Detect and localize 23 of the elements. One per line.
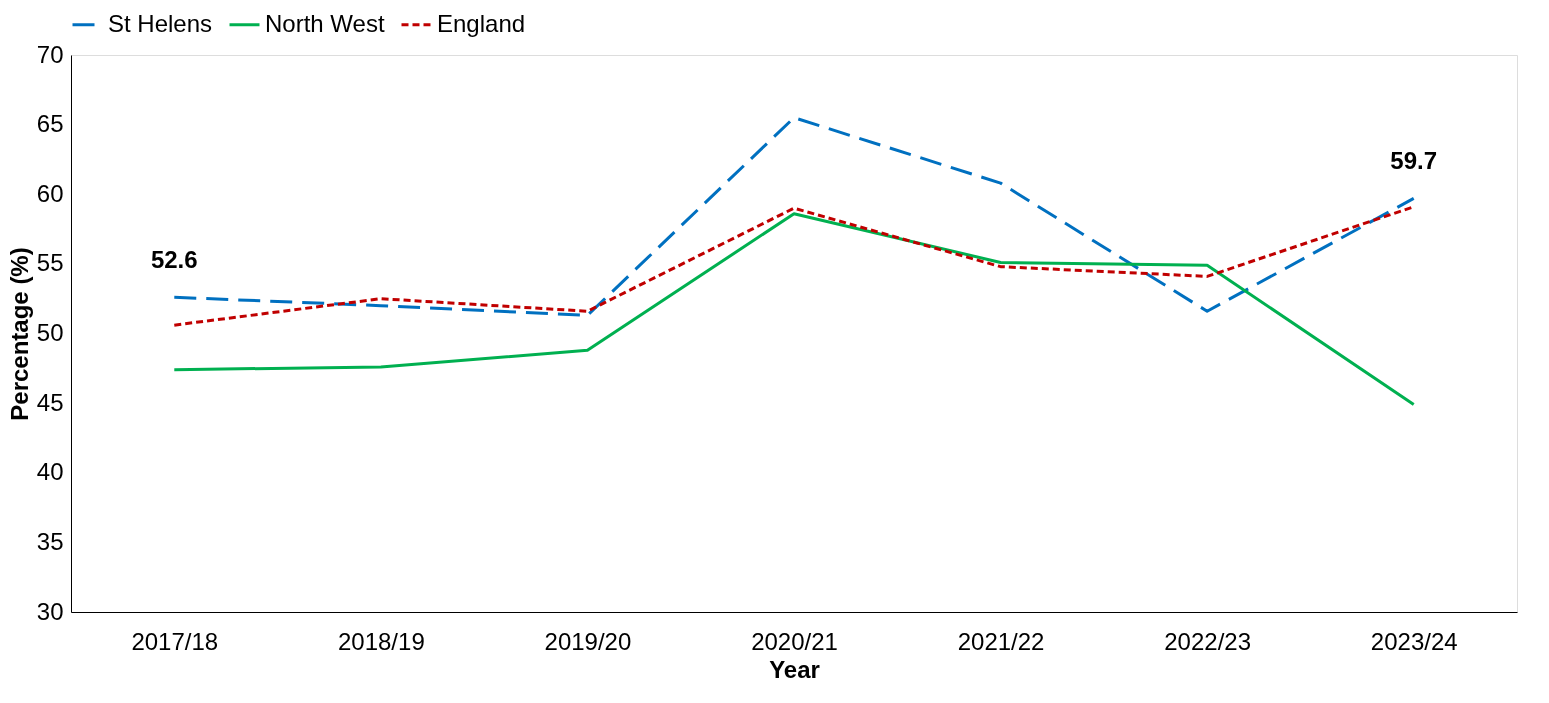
y-tick-label: 70 — [36, 40, 64, 68]
y-tick-label: 40 — [36, 458, 64, 486]
x-tick-label: 2019/20 — [544, 627, 632, 655]
y-tick-label: 55 — [36, 249, 64, 277]
y-tick-label: 65 — [36, 110, 64, 138]
y-tick-label: 50 — [36, 319, 64, 346]
x-tick-label: 2018/19 — [337, 627, 425, 655]
y-tick-label: 35 — [36, 527, 64, 555]
x-axis-title: Year — [769, 655, 820, 683]
x-tick-label: 2017/18 — [131, 627, 219, 655]
data-label: 52.6 — [150, 246, 198, 274]
y-axis-title: Percentage (%) — [5, 247, 33, 421]
y-tick-label: 30 — [36, 597, 64, 625]
legend-label: North West — [265, 9, 385, 37]
y-tick-label: 45 — [36, 388, 64, 416]
x-tick-label: 2022/23 — [1164, 627, 1252, 655]
legend-label: England — [437, 9, 526, 37]
x-tick-label: 2023/24 — [1370, 627, 1458, 655]
x-tick-label: 2020/21 — [751, 627, 838, 655]
y-tick-label: 60 — [36, 179, 64, 207]
x-tick-label: 2021/22 — [957, 627, 1045, 655]
legend-label: St Helens — [108, 9, 213, 37]
data-label: 59.7 — [1390, 147, 1438, 175]
